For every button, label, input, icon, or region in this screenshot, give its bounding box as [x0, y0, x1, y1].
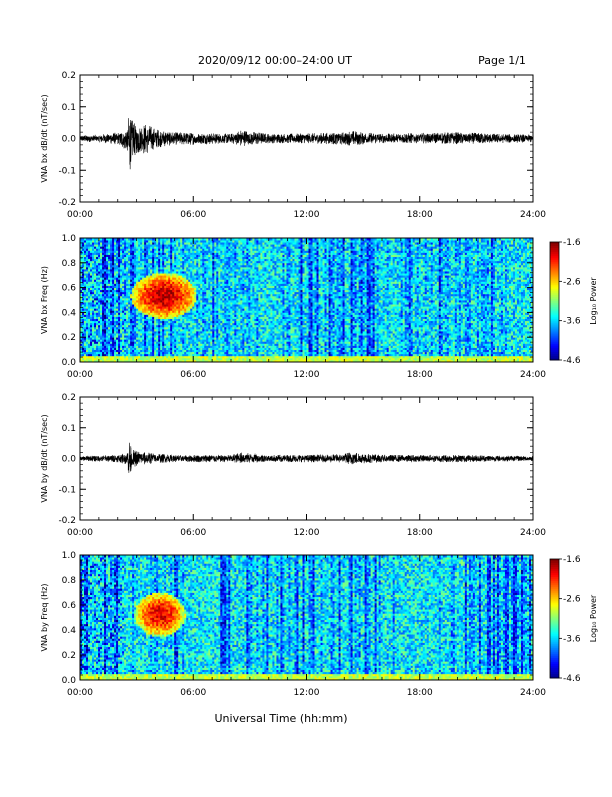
y-tick-label: 0.2 — [62, 71, 76, 81]
y-tick-label: 0.0 — [62, 135, 77, 145]
x-axis-label: Universal Time (hh:mm) — [215, 712, 348, 725]
panel-bx-dbdt: 00:00 06:00 12:00 18:00 24:00 -0.2 -0.1 0.0 0.1 0… — [40, 71, 546, 220]
y-tick-label: -0.1 — [58, 166, 76, 176]
page-number: Page 1/1 — [478, 54, 526, 67]
x-tick-label: 24:00 — [520, 210, 546, 220]
signal-trace — [80, 118, 533, 169]
y-tick-label: -0.2 — [58, 198, 76, 208]
y-axis-label: VNA bx dB/dt (nT/sec) — [40, 94, 49, 182]
x-tick-label: 06:00 — [180, 210, 206, 220]
spectrogram-cells — [80, 238, 533, 362]
x-tick-label: 18:00 — [407, 210, 433, 220]
figure-title: 2020/09/12 00:00–24:00 UT — [198, 54, 352, 67]
y-tick-label: 0.1 — [62, 103, 76, 113]
x-tick-label: 12:00 — [294, 210, 320, 220]
x-tick-label: 00:00 — [67, 210, 93, 220]
